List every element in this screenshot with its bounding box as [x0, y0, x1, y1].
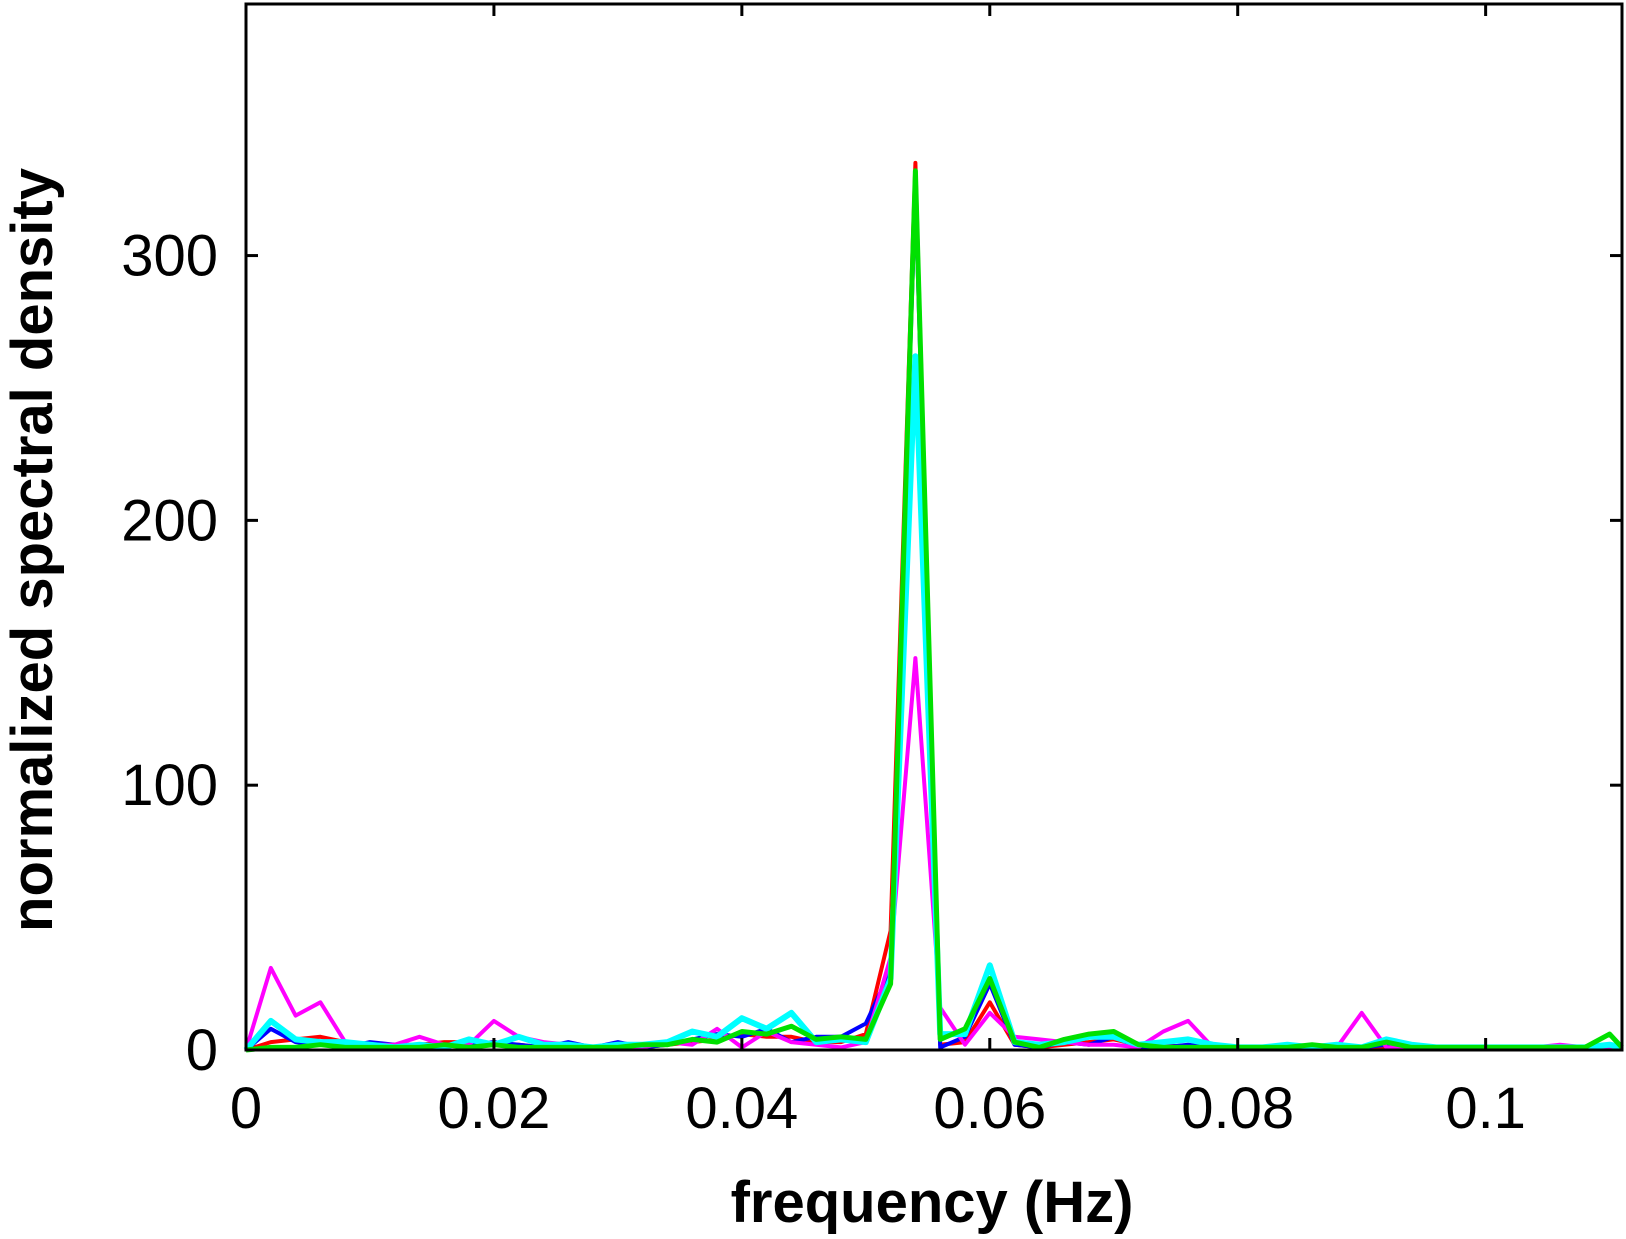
x-axis-title: frequency (Hz) — [731, 1170, 1134, 1235]
plot-frame — [244, 2, 1624, 1052]
x-tick-label: 0.04 — [685, 1076, 798, 1141]
x-tick-label: 0.08 — [1181, 1076, 1294, 1141]
x-tick-label: 0 — [230, 1076, 262, 1141]
series-line-5 — [245, 168, 1624, 1053]
ticks-layer: 0 0.02 0.04 0.06 0.08 0.1 0 100 200 300 — [121, 4, 1622, 1141]
y-tick-label: 100 — [121, 753, 218, 818]
y-tick-label: 200 — [121, 488, 218, 553]
x-tick-label: 0.02 — [437, 1076, 550, 1141]
y-tick-label: 0 — [186, 1018, 218, 1083]
x-tick-label: 0.06 — [933, 1076, 1046, 1141]
series-layer — [243, 160, 1624, 1053]
series-line-4 — [243, 353, 1623, 1052]
x-tick-label: 0.1 — [1445, 1076, 1526, 1141]
y-tick-label: 300 — [121, 224, 218, 289]
y-axis-title: normalized spectral density — [0, 168, 65, 932]
